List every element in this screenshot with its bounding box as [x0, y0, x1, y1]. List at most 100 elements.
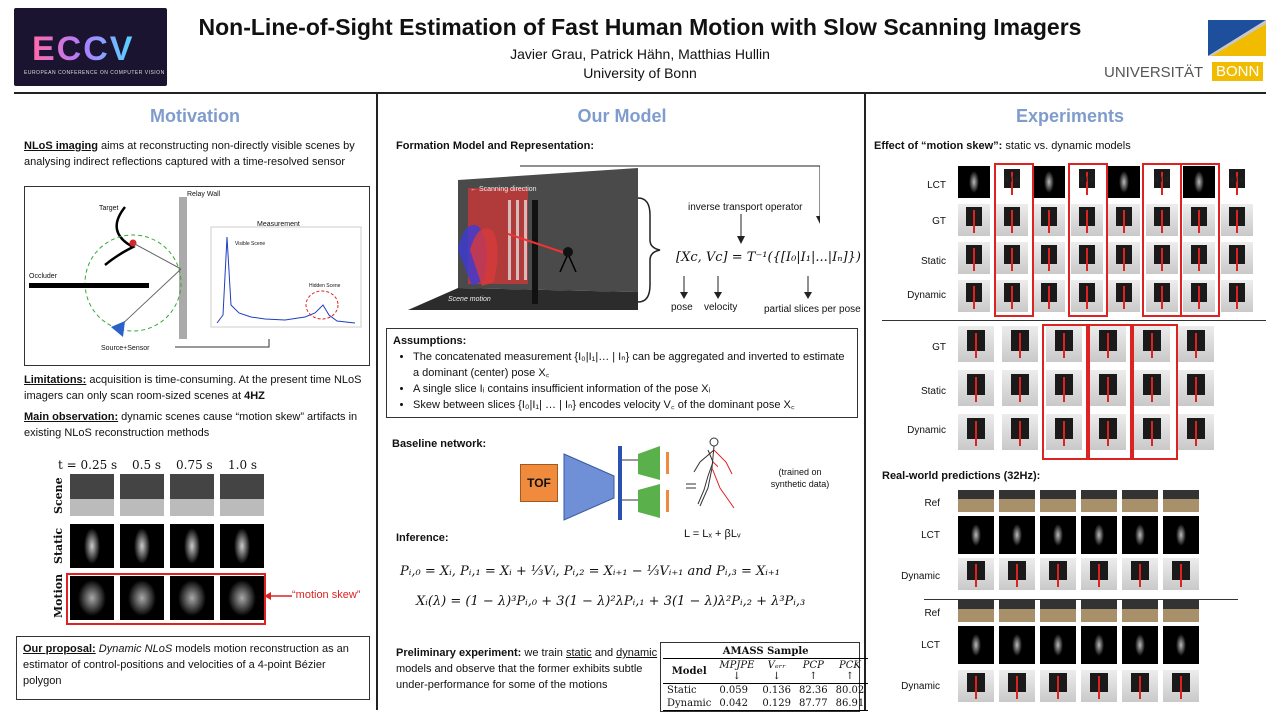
experiments-separator	[882, 320, 1266, 321]
pose-skeleton	[975, 421, 978, 447]
inference-formula-2: Xᵢ(λ) = (1 − λ)³Pᵢ,₀ + 3(1 − λ)²λPᵢ,₁ + …	[416, 594, 806, 609]
poster-title: Non-Line-of-Sight Estimation of Fast Hum…	[198, 14, 1082, 40]
result-thumbnail	[958, 670, 994, 702]
target-label: Target	[99, 205, 119, 212]
assumption-item: A single slice Iᵢ contains insufficient …	[413, 381, 851, 397]
pose-skeleton	[1019, 421, 1022, 447]
pose-skeleton	[1160, 248, 1163, 271]
pose-skeleton	[1048, 210, 1051, 233]
observation-text: Main observation: dynamic scenes cause “…	[24, 409, 374, 441]
row-label-dynamic: Dynamic	[907, 290, 946, 301]
result-thumbnail	[1163, 558, 1199, 590]
result-thumbnail	[999, 516, 1035, 554]
pose-skeleton	[1160, 210, 1163, 233]
result-thumbnail	[1220, 204, 1253, 236]
hidden-scene-label: Hidden Scene	[309, 283, 341, 289]
scene-frame	[70, 474, 114, 516]
na-label: N / A	[1153, 177, 1170, 184]
result-thumbnail	[1178, 326, 1214, 362]
result-thumbnail	[1081, 600, 1117, 622]
affiliation: University of Bonn	[583, 65, 697, 81]
skew-effect-sub: static vs. dynamic models	[1002, 140, 1131, 152]
tof-block: TOF	[520, 464, 558, 502]
result-thumbnail	[1145, 204, 1178, 236]
result-thumbnail	[1002, 414, 1038, 450]
assumptions-list: The concatenated measurement {I₀|I₁|… | …	[393, 349, 851, 413]
table-header: Model	[671, 665, 707, 677]
proposal-label: Our proposal:	[23, 643, 96, 655]
pose-skeleton	[1198, 286, 1201, 309]
loss-label: L = Lₓ + βLᵥ	[684, 528, 741, 540]
table-cell: Static	[667, 685, 697, 696]
formation-title: Formation Model and Representation:	[396, 140, 595, 152]
limitations-label: Limitations:	[24, 374, 87, 386]
result-thumbnail: N / A	[1070, 166, 1103, 198]
time-label-4: 1.0 s	[228, 458, 258, 472]
pose-skeleton	[1085, 248, 1088, 271]
motion-row	[70, 576, 264, 620]
skew-comparison-grid: N / A N / A N / A N / A	[958, 166, 1258, 312]
static-frame	[70, 524, 114, 568]
pose-skeleton	[1098, 676, 1101, 699]
pose-skeleton	[1019, 333, 1022, 359]
result-thumbnail	[958, 280, 990, 312]
scene-row	[70, 474, 264, 516]
table-cell: 87.77	[799, 698, 828, 709]
highlight-column	[1042, 324, 1090, 460]
result-thumbnail	[1081, 626, 1117, 664]
row-label-static: Static	[920, 256, 946, 267]
pose-skeleton	[1098, 564, 1101, 587]
pose-skeleton	[1235, 286, 1238, 309]
result-thumbnail	[1178, 414, 1214, 450]
result-thumbnail	[1220, 242, 1253, 274]
eccv-logo-subtitle: EUROPEAN CONFERENCE ON COMPUTER VISION	[24, 70, 165, 76]
equation-arrows	[680, 276, 812, 299]
result-thumbnail	[1145, 280, 1178, 312]
result-thumbnail	[1040, 516, 1076, 554]
limitations-rate: 4HZ	[244, 390, 265, 402]
proposal-text: models motion reconstruction as an estim…	[23, 643, 349, 687]
pose-skeleton	[975, 676, 978, 699]
result-thumbnail	[1033, 204, 1065, 236]
proposal-box: Our proposal: Dynamic NLoS models motion…	[16, 636, 370, 700]
result-thumbnail	[995, 280, 1028, 312]
pose-skeleton	[1063, 333, 1066, 359]
result-thumbnail	[958, 242, 990, 274]
result-thumbnail	[1081, 558, 1117, 590]
scene-frame	[120, 474, 164, 516]
inverse-operator-arrow	[737, 214, 745, 244]
pose-skeleton	[1085, 210, 1088, 233]
assumption-item: The concatenated measurement {I₀|I₁|… | …	[413, 349, 851, 381]
pose-skeleton	[973, 286, 976, 309]
result-thumbnail	[1108, 166, 1140, 198]
result-thumbnail	[1122, 626, 1158, 664]
scanning-scene-graphic	[408, 168, 638, 310]
static-frame	[120, 524, 164, 568]
pose-skeleton	[1107, 333, 1110, 359]
pose-skeleton	[1107, 377, 1110, 403]
result-thumbnail	[1183, 242, 1215, 274]
result-thumbnail	[1040, 490, 1076, 512]
highlight-column	[1068, 163, 1108, 317]
nlos-term: NLoS imaging	[24, 140, 98, 152]
prelim-text: Preliminary experiment: we train static …	[396, 645, 660, 693]
model-heading: Our Model	[577, 106, 667, 126]
table-header: MPJPE ↓	[719, 660, 755, 682]
result-thumbnail	[958, 558, 994, 590]
result-thumbnail	[958, 370, 994, 406]
pose-skeleton	[1195, 333, 1198, 359]
pose-skeleton	[1010, 172, 1013, 195]
nlos-text: aims at reconstructing non-directly visi…	[24, 140, 355, 168]
result-thumbnail	[1183, 204, 1215, 236]
pose-skeleton	[973, 248, 976, 271]
pose-skeleton	[1016, 564, 1019, 587]
header-rule	[14, 92, 1266, 94]
pose-skeleton	[1048, 286, 1051, 309]
pose-skeleton	[1010, 210, 1013, 233]
table-cell: 0.129	[762, 698, 792, 709]
result-thumbnail: N / A	[1220, 166, 1253, 198]
limitations-body: acquisition is time-consuming. At the pr…	[24, 374, 362, 402]
column-divider-2	[864, 94, 866, 710]
skeleton-output	[693, 437, 735, 509]
limitations-text: Limitations: acquisition is time-consumi…	[24, 372, 374, 404]
